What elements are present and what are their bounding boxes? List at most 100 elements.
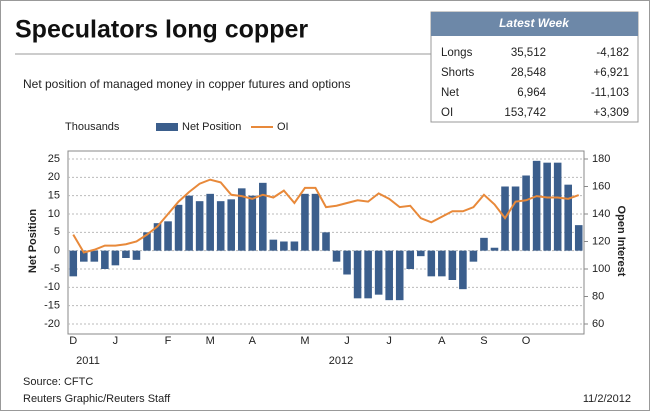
- x-tick-label: J: [113, 335, 119, 347]
- source: Source: CFTC: [23, 376, 93, 388]
- bar: [490, 247, 499, 251]
- year-label: 2011: [76, 355, 100, 367]
- line: [72, 178, 580, 254]
- table-cell: -4,182: [596, 47, 629, 59]
- bar: [459, 250, 467, 290]
- bar: [122, 250, 130, 258]
- y-tick-label: 0: [54, 245, 60, 257]
- y-tick-label: -20: [44, 318, 60, 330]
- y2-tick-label: 60: [592, 318, 604, 330]
- legend-swatch: [156, 123, 178, 131]
- bar: [216, 201, 225, 251]
- bar: [353, 250, 362, 299]
- bar: [543, 162, 551, 251]
- table-cell: 35,512: [511, 47, 546, 59]
- y2-tick-label: 120: [592, 235, 610, 247]
- bar: [90, 250, 99, 262]
- bar: [469, 250, 478, 262]
- bar: [237, 188, 246, 251]
- bar: [574, 225, 583, 251]
- bar: [438, 250, 446, 277]
- bar: [385, 250, 393, 301]
- bar: [259, 182, 267, 251]
- bar: [448, 250, 457, 280]
- y2-axis-label: Open Interest: [615, 206, 627, 277]
- legend-label: OI: [277, 121, 289, 133]
- bar: [395, 250, 404, 301]
- x-tick-label: F: [165, 335, 172, 347]
- bar: [343, 250, 351, 275]
- unit-label: Thousands: [65, 121, 120, 133]
- x-tick-label: J: [344, 335, 350, 347]
- bar: [290, 241, 299, 251]
- y2-tick-label: 180: [592, 153, 610, 165]
- bar: [416, 250, 425, 257]
- bar: [522, 175, 530, 251]
- x-tick-label: A: [249, 335, 257, 347]
- bar: [332, 250, 341, 262]
- x-tick-label: M: [300, 335, 309, 347]
- bar: [532, 160, 541, 251]
- bar: [564, 184, 572, 251]
- bar: [374, 250, 383, 295]
- y2-tick-label: 140: [592, 208, 610, 220]
- bar: [174, 204, 183, 251]
- x-tick-label: S: [480, 335, 487, 347]
- y-tick-label: -10: [44, 281, 60, 293]
- bar: [164, 221, 172, 251]
- bar: [143, 232, 151, 251]
- y-tick-label: -5: [50, 263, 60, 275]
- bar: [269, 239, 278, 251]
- table-cell: +3,309: [594, 107, 630, 119]
- bar: [480, 237, 488, 251]
- table-cell: 6,964: [517, 87, 546, 99]
- bar: [553, 162, 562, 251]
- bar: [248, 195, 257, 251]
- plot-frame: [67, 150, 585, 335]
- y2-tick-label: 160: [592, 180, 610, 192]
- table-cell: 28,548: [511, 67, 546, 79]
- bar: [195, 201, 204, 251]
- bar: [111, 250, 120, 266]
- x-tick-label: O: [522, 335, 531, 347]
- bar: [206, 193, 214, 251]
- credit: Reuters Graphic/Reuters Staff: [23, 393, 171, 405]
- chart-title: Speculators long copper: [15, 16, 308, 44]
- y-tick-label: 10: [48, 208, 60, 220]
- bar: [311, 193, 320, 251]
- bar: [322, 232, 330, 251]
- y-tick-label: 15: [48, 190, 60, 202]
- legend-label: Net Position: [182, 121, 241, 133]
- table-cell: Shorts: [441, 67, 474, 79]
- y-tick-label: -15: [44, 300, 60, 312]
- bar: [301, 193, 309, 251]
- bar: [185, 195, 193, 251]
- x-tick-label: D: [69, 335, 77, 347]
- bar: [153, 223, 162, 251]
- subtitle: Net position of managed money in copper …: [23, 77, 351, 91]
- y-tick-label: 5: [54, 226, 60, 238]
- bar: [511, 186, 520, 251]
- bar: [364, 250, 372, 299]
- bar: [427, 250, 436, 277]
- y2-tick-label: 100: [592, 263, 610, 275]
- bar: [132, 250, 141, 260]
- y-axis-label: Net Position: [27, 209, 39, 273]
- bar: [227, 199, 236, 251]
- table-header-bg: [431, 12, 638, 36]
- year-label: 2012: [329, 355, 353, 367]
- table-cell: -11,103: [591, 87, 629, 99]
- bar: [406, 250, 415, 269]
- table-cell: Net: [441, 87, 460, 99]
- x-tick-label: J: [386, 335, 392, 347]
- bar: [101, 250, 109, 269]
- y-tick-label: 20: [48, 171, 60, 183]
- x-tick-label: M: [206, 335, 215, 347]
- bar: [69, 250, 78, 277]
- y-tick-label: 25: [48, 153, 60, 165]
- table-cell: +6,921: [594, 67, 630, 79]
- x-tick-label: A: [438, 335, 446, 347]
- table-cell: 153,742: [504, 107, 546, 119]
